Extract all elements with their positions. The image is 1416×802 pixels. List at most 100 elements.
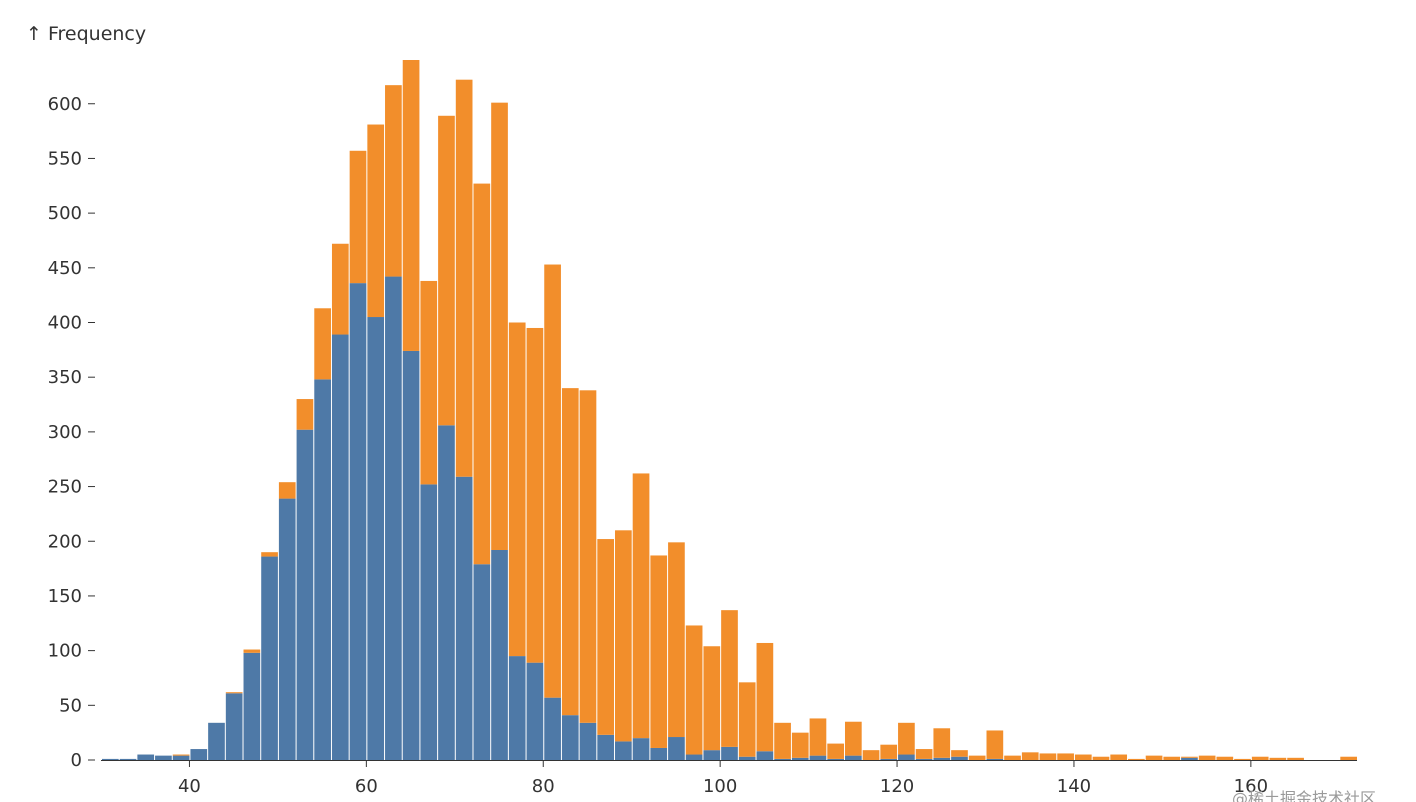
bar-blue xyxy=(597,734,615,760)
bar-orange xyxy=(1198,755,1216,761)
bar-blue xyxy=(172,755,190,761)
bar-blue xyxy=(668,737,685,760)
bar-blue xyxy=(402,350,420,760)
bar-blue xyxy=(526,662,544,760)
bar-orange xyxy=(685,625,703,755)
y-tick-label: 100 xyxy=(48,641,82,662)
bar-blue xyxy=(721,746,738,761)
y-tick-label: 550 xyxy=(48,148,82,169)
y-axis-title: ↑ Frequency xyxy=(26,23,146,45)
bar-orange xyxy=(402,60,420,351)
bar-orange xyxy=(278,482,296,499)
y-axis: 0 50 100 150 200 250 300 350 400 450 500 550 600 xyxy=(48,94,95,771)
bar-orange xyxy=(385,85,402,277)
bar-blue xyxy=(615,741,632,760)
bar-orange xyxy=(668,542,685,738)
bar-orange xyxy=(933,728,951,758)
y-tick-label: 50 xyxy=(59,695,82,716)
bar-orange xyxy=(827,743,844,759)
bar-blue xyxy=(703,750,721,760)
bar-blue xyxy=(119,758,137,760)
bar-orange xyxy=(438,115,455,426)
bar-blue xyxy=(827,758,844,760)
bar-orange xyxy=(809,718,827,756)
bar-blue xyxy=(561,715,579,760)
bar-blue xyxy=(225,693,243,760)
bar-orange xyxy=(1004,755,1021,761)
bar-orange xyxy=(349,150,367,284)
bar-orange xyxy=(314,308,331,380)
bar-blue xyxy=(508,656,526,760)
bar-orange xyxy=(261,552,278,557)
bar-orange xyxy=(844,721,862,756)
y-tick-label: 300 xyxy=(48,422,82,443)
bar-orange xyxy=(1287,757,1304,760)
bar-orange xyxy=(420,280,438,485)
bar-blue xyxy=(1181,757,1198,760)
bar-orange xyxy=(968,755,986,761)
x-tick-label: 100 xyxy=(703,776,737,797)
bar-blue xyxy=(208,722,225,760)
y-tick-label: 500 xyxy=(48,203,82,224)
x-tick-label: 120 xyxy=(880,776,914,797)
y-tick-label: 250 xyxy=(48,477,82,498)
bar-blue xyxy=(915,758,933,760)
watermark: @稀土掘金技术社区 xyxy=(1232,789,1376,802)
y-tick-label: 400 xyxy=(48,313,82,334)
bar-orange xyxy=(491,102,508,550)
bar-blue xyxy=(420,484,438,761)
bar-orange xyxy=(367,124,385,318)
bar-blue xyxy=(314,379,331,760)
y-tick-label: 150 xyxy=(48,586,82,607)
bar-orange xyxy=(880,744,898,759)
bar-orange xyxy=(597,539,615,735)
bar-blue xyxy=(261,556,278,760)
bar-orange xyxy=(225,692,243,694)
bar-orange xyxy=(1234,758,1251,760)
bar-blue xyxy=(844,755,862,761)
bar-blue xyxy=(455,476,473,760)
bar-blue xyxy=(155,755,172,761)
bar-blue xyxy=(102,758,119,760)
bar-blue xyxy=(243,652,261,760)
x-tick-label: 40 xyxy=(178,776,201,797)
bar-orange xyxy=(915,749,933,759)
bar-orange xyxy=(455,79,473,477)
bar-blue xyxy=(774,758,791,760)
bar-blue xyxy=(756,751,774,760)
bar-orange xyxy=(1128,758,1145,760)
bar-orange xyxy=(579,390,597,723)
bar-orange xyxy=(1269,757,1287,760)
bar-orange xyxy=(721,610,738,747)
bar-orange xyxy=(561,388,579,716)
bar-orange xyxy=(632,473,650,739)
bar-orange xyxy=(756,642,774,752)
bar-orange xyxy=(1021,752,1039,760)
bar-orange xyxy=(615,530,632,742)
bar-blue xyxy=(791,757,809,760)
bar-orange xyxy=(1092,756,1110,760)
bar-orange xyxy=(1163,756,1181,760)
bar-blue xyxy=(473,564,491,760)
bar-blue xyxy=(650,747,668,760)
bar-blue xyxy=(438,425,455,760)
bar-blue xyxy=(951,756,968,760)
bar-orange xyxy=(243,649,261,653)
bar-orange xyxy=(508,322,526,657)
bar-orange xyxy=(526,327,544,663)
bar-blue xyxy=(278,498,296,760)
y-tick-label: 350 xyxy=(48,367,82,388)
x-tick-label: 160 xyxy=(1234,776,1268,797)
bar-blue xyxy=(986,758,1004,760)
bar-orange xyxy=(1039,753,1057,760)
bar-orange xyxy=(172,754,190,756)
bar-orange xyxy=(1340,756,1357,760)
bar-orange xyxy=(791,732,809,758)
bar-orange xyxy=(862,750,880,760)
bar-blue xyxy=(367,317,385,760)
x-tick-label: 80 xyxy=(532,776,555,797)
bar-blue xyxy=(544,697,561,760)
bar-orange xyxy=(703,646,721,751)
x-tick-label: 140 xyxy=(1057,776,1091,797)
